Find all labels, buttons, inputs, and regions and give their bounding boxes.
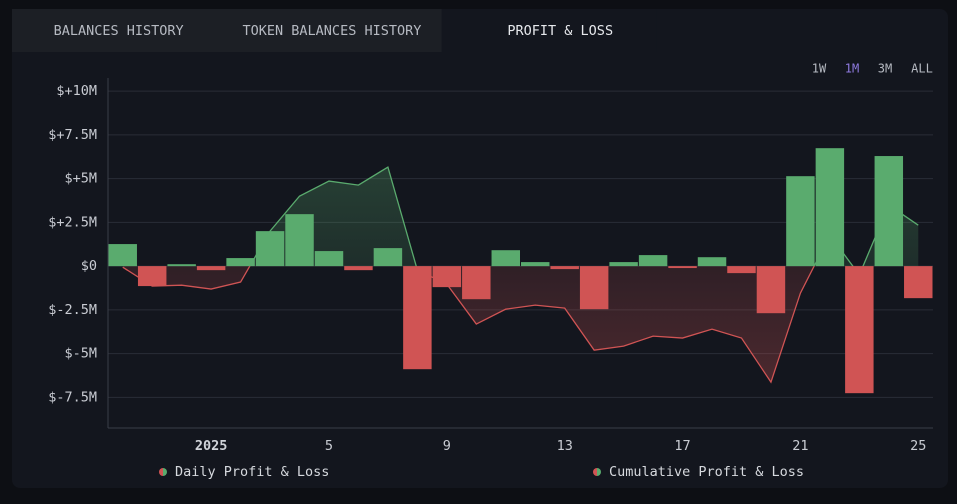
tab[interactable]: TOKEN BALANCES HISTORY xyxy=(243,23,422,39)
daily-bar xyxy=(550,266,579,270)
range-button[interactable]: ALL xyxy=(911,62,933,76)
y-tick-label: $+5M xyxy=(64,171,97,187)
daily-bar xyxy=(874,156,904,267)
cumulative-line-positive xyxy=(249,166,919,267)
daily-bar xyxy=(462,266,491,300)
daily-bar xyxy=(727,266,756,274)
daily-bar xyxy=(226,258,255,267)
y-tick-label: $0 xyxy=(81,258,97,274)
y-tick-label: $+2.5M xyxy=(48,214,97,230)
daily-bar xyxy=(167,264,196,267)
legend-dot-negative xyxy=(159,468,163,476)
daily-bar xyxy=(609,262,638,267)
x-tick-label: 9 xyxy=(443,438,451,454)
daily-bar xyxy=(521,262,550,267)
daily-bar xyxy=(285,214,314,267)
y-tick-label: $-2.5M xyxy=(48,302,97,318)
daily-bar xyxy=(403,266,432,370)
daily-bar xyxy=(137,266,167,287)
tab-active-bg xyxy=(441,9,657,52)
cumulative-area-positive xyxy=(122,167,919,267)
legend-label[interactable]: Cumulative Profit & Loss xyxy=(609,464,804,480)
daily-bar xyxy=(491,250,520,267)
daily-bar xyxy=(196,266,226,271)
daily-bar xyxy=(786,176,815,267)
y-tick-label: $+10M xyxy=(56,83,97,99)
card xyxy=(12,9,948,488)
tab[interactable]: PROFIT & LOSS xyxy=(507,23,613,39)
tab[interactable]: BALANCES HISTORY xyxy=(54,23,184,39)
y-tick-label: $+7.5M xyxy=(48,127,97,143)
cumulative-area-negative xyxy=(122,266,919,383)
x-tick-label: 2025 xyxy=(195,438,228,454)
daily-bar xyxy=(255,231,285,267)
x-tick-label: 25 xyxy=(910,438,926,454)
legend-label[interactable]: Daily Profit & Loss xyxy=(175,464,329,480)
daily-bar xyxy=(579,266,609,310)
x-tick-label: 17 xyxy=(674,438,690,454)
y-tick-label: $-7.5M xyxy=(48,389,97,405)
daily-bar xyxy=(756,266,786,314)
daily-bar xyxy=(845,266,874,394)
daily-bar xyxy=(638,255,668,267)
legend-dot-positive xyxy=(597,468,601,476)
daily-bar xyxy=(815,148,845,267)
range-button[interactable]: 1M xyxy=(845,62,859,76)
legend-dot-positive xyxy=(163,468,167,476)
cumulative-line-negative xyxy=(122,266,864,384)
daily-bar xyxy=(344,266,373,271)
range-button[interactable]: 3M xyxy=(878,62,892,76)
x-tick-label: 5 xyxy=(325,438,333,454)
daily-bar xyxy=(108,244,137,267)
daily-bar xyxy=(668,266,697,269)
x-tick-label: 13 xyxy=(557,438,573,454)
daily-bar xyxy=(432,266,462,288)
daily-bar xyxy=(697,257,727,267)
daily-bar xyxy=(373,248,403,267)
legend-dot-negative xyxy=(593,468,597,476)
daily-bar xyxy=(904,266,933,299)
range-button[interactable]: 1W xyxy=(812,62,827,76)
daily-bar xyxy=(314,251,344,267)
y-tick-label: $-5M xyxy=(64,346,97,362)
x-tick-label: 21 xyxy=(792,438,808,454)
